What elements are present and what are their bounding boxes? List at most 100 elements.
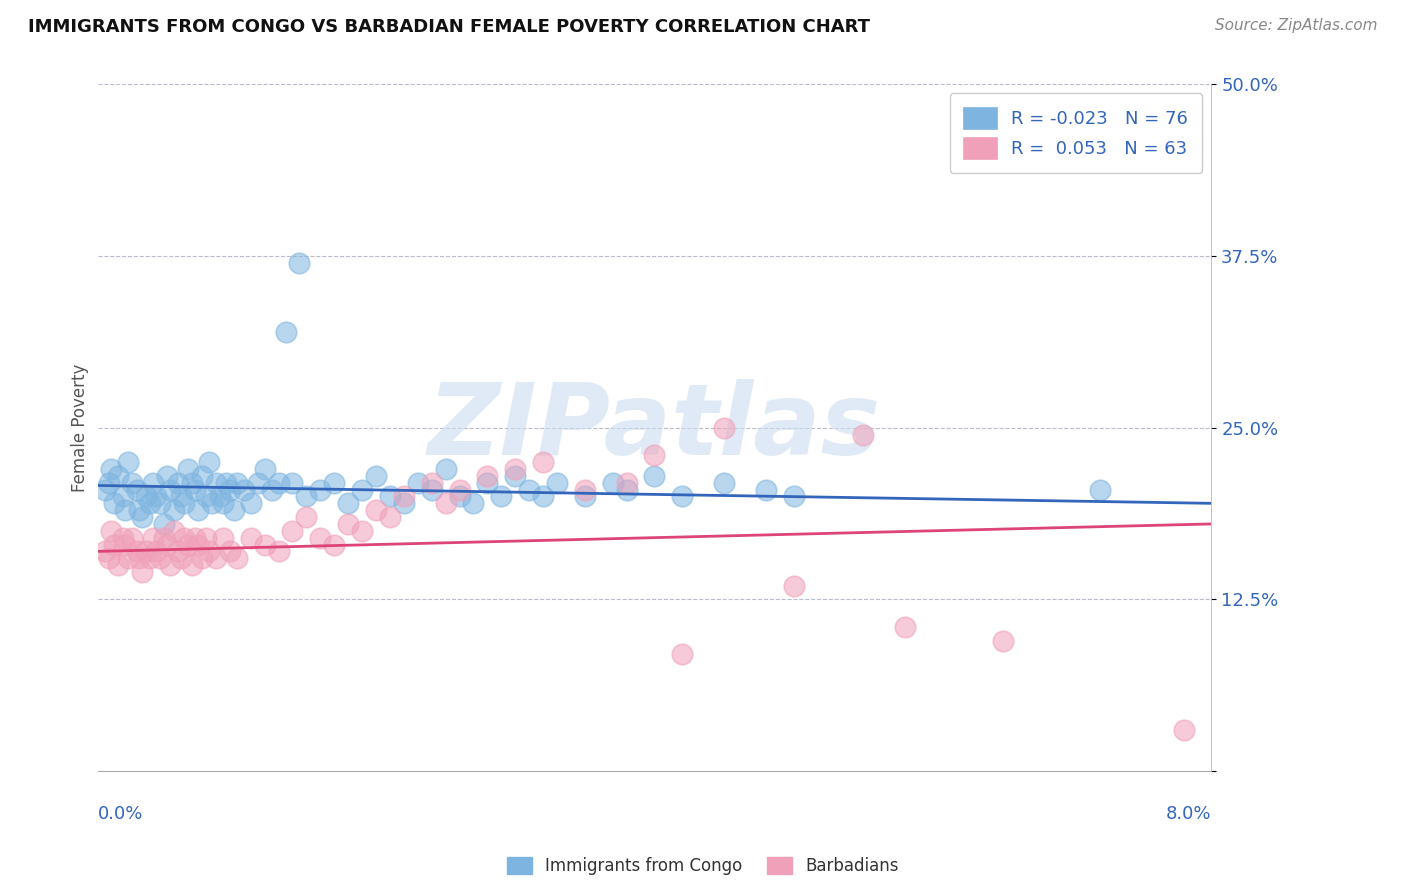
Point bbox=[420, 475, 443, 490]
Point bbox=[114, 537, 136, 551]
Point bbox=[149, 551, 172, 566]
Point bbox=[195, 490, 218, 504]
Point bbox=[671, 648, 693, 662]
Point bbox=[111, 490, 134, 504]
Point bbox=[352, 483, 374, 497]
Point bbox=[463, 496, 485, 510]
Point bbox=[671, 490, 693, 504]
Point bbox=[184, 531, 207, 545]
Point bbox=[274, 325, 297, 339]
Point bbox=[177, 537, 200, 551]
Point bbox=[477, 475, 499, 490]
Point bbox=[616, 475, 638, 490]
Point bbox=[406, 475, 429, 490]
Text: ZIPatlas: ZIPatlas bbox=[427, 379, 882, 476]
Point bbox=[103, 496, 125, 510]
Point bbox=[212, 531, 235, 545]
Point bbox=[531, 490, 554, 504]
Point bbox=[139, 551, 162, 566]
Point bbox=[100, 462, 122, 476]
Point bbox=[295, 510, 318, 524]
Point bbox=[187, 537, 209, 551]
Point bbox=[420, 483, 443, 497]
Point bbox=[142, 475, 165, 490]
Point bbox=[364, 503, 387, 517]
Point bbox=[205, 475, 228, 490]
Point bbox=[205, 551, 228, 566]
Point bbox=[267, 544, 290, 558]
Point bbox=[153, 516, 176, 531]
Point bbox=[503, 462, 526, 476]
Point bbox=[644, 468, 666, 483]
Point bbox=[117, 455, 139, 469]
Point bbox=[713, 475, 735, 490]
Point bbox=[225, 475, 247, 490]
Point bbox=[97, 551, 120, 566]
Point bbox=[191, 551, 214, 566]
Point bbox=[167, 475, 190, 490]
Point bbox=[209, 490, 232, 504]
Point bbox=[449, 490, 471, 504]
Point bbox=[159, 558, 181, 573]
Point bbox=[434, 462, 457, 476]
Point bbox=[215, 475, 238, 490]
Point bbox=[153, 531, 176, 545]
Point bbox=[156, 537, 179, 551]
Point bbox=[181, 475, 204, 490]
Point bbox=[491, 490, 513, 504]
Point bbox=[1173, 723, 1195, 737]
Point bbox=[128, 503, 150, 517]
Point bbox=[142, 531, 165, 545]
Text: IMMIGRANTS FROM CONGO VS BARBADIAN FEMALE POVERTY CORRELATION CHART: IMMIGRANTS FROM CONGO VS BARBADIAN FEMAL… bbox=[28, 18, 870, 36]
Point bbox=[170, 551, 193, 566]
Point bbox=[392, 490, 415, 504]
Point bbox=[225, 551, 247, 566]
Point bbox=[337, 516, 360, 531]
Point bbox=[517, 483, 540, 497]
Point bbox=[644, 448, 666, 462]
Legend: Immigrants from Congo, Barbadians: Immigrants from Congo, Barbadians bbox=[499, 849, 907, 884]
Point bbox=[477, 468, 499, 483]
Point bbox=[503, 468, 526, 483]
Point bbox=[103, 537, 125, 551]
Point bbox=[309, 483, 332, 497]
Point bbox=[574, 483, 596, 497]
Point bbox=[852, 427, 875, 442]
Point bbox=[125, 544, 148, 558]
Point bbox=[232, 483, 254, 497]
Point bbox=[281, 524, 304, 538]
Point bbox=[159, 483, 181, 497]
Point bbox=[783, 490, 806, 504]
Point bbox=[288, 256, 311, 270]
Point bbox=[246, 475, 269, 490]
Point bbox=[149, 496, 172, 510]
Text: 8.0%: 8.0% bbox=[1166, 805, 1212, 823]
Point bbox=[378, 490, 401, 504]
Point bbox=[201, 496, 224, 510]
Point bbox=[97, 475, 120, 490]
Point bbox=[198, 455, 221, 469]
Point bbox=[1088, 483, 1111, 497]
Point bbox=[991, 633, 1014, 648]
Point bbox=[121, 475, 143, 490]
Point bbox=[128, 551, 150, 566]
Y-axis label: Female Poverty: Female Poverty bbox=[72, 364, 89, 492]
Point bbox=[107, 468, 129, 483]
Point bbox=[131, 510, 153, 524]
Point bbox=[170, 490, 193, 504]
Point bbox=[253, 537, 276, 551]
Point bbox=[616, 483, 638, 497]
Point bbox=[218, 544, 240, 558]
Point bbox=[111, 531, 134, 545]
Point bbox=[117, 551, 139, 566]
Point bbox=[131, 565, 153, 579]
Point bbox=[93, 483, 115, 497]
Point bbox=[434, 496, 457, 510]
Point bbox=[195, 531, 218, 545]
Point bbox=[531, 455, 554, 469]
Point bbox=[260, 483, 283, 497]
Point bbox=[145, 490, 167, 504]
Point bbox=[352, 524, 374, 538]
Point bbox=[218, 483, 240, 497]
Point bbox=[139, 496, 162, 510]
